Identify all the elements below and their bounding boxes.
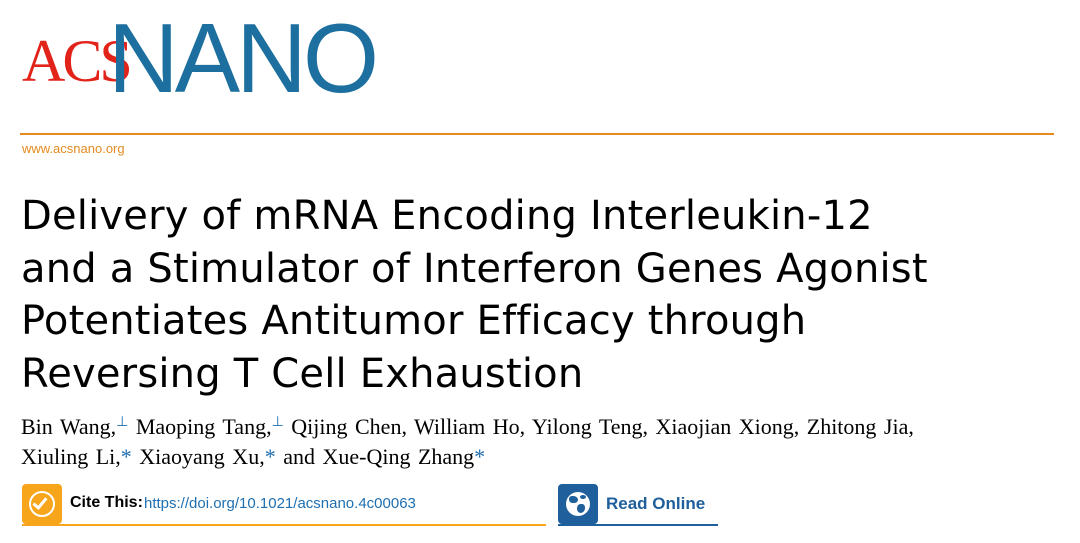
author-name[interactable]: and Xue-Qing Zhang bbox=[283, 444, 475, 469]
article-title: Delivery of mRNA Encoding Interleukin-12… bbox=[21, 190, 1071, 400]
corresponding-author-mark[interactable]: * bbox=[264, 444, 276, 469]
author-names[interactable]: Qijing Chen, William Ho, Yilong Teng, Xi… bbox=[291, 414, 914, 439]
cite-this-box: Cite This: https://doi.org/10.1021/acsna… bbox=[22, 484, 546, 526]
equal-contribution-mark[interactable]: ⊥ bbox=[116, 415, 129, 430]
globe-icon bbox=[558, 484, 598, 524]
title-line: Delivery of mRNA Encoding Interleukin-12 bbox=[21, 193, 873, 239]
corresponding-author-mark[interactable]: * bbox=[474, 444, 486, 469]
header-divider bbox=[20, 133, 1054, 135]
cite-underline bbox=[22, 524, 546, 526]
doi-link[interactable]: https://doi.org/10.1021/acsnano.4c00063 bbox=[144, 495, 416, 512]
read-online-button[interactable]: Read Online bbox=[558, 484, 718, 526]
title-line: and a Stimulator of Interferon Genes Ago… bbox=[21, 245, 928, 292]
title-line: Reversing T Cell Exhaustion bbox=[21, 350, 584, 397]
author-list: Bin Wang,⊥ Maoping Tang,⊥ Qijing Chen, W… bbox=[21, 408, 1061, 472]
logo-nano-text: NANO bbox=[108, 3, 379, 113]
read-online-label: Read Online bbox=[606, 494, 706, 513]
author-name[interactable]: Maoping Tang, bbox=[135, 414, 272, 439]
author-line: Bin Wang,⊥ Maoping Tang,⊥ Qijing Chen, W… bbox=[21, 408, 1061, 442]
author-name[interactable]: Bin Wang, bbox=[21, 414, 117, 439]
author-name[interactable]: Xiaoyang Xu, bbox=[139, 444, 265, 469]
journal-url-link[interactable]: www.acsnano.org bbox=[22, 141, 125, 156]
logo-acs-text: ACS bbox=[22, 28, 133, 94]
corresponding-author-mark[interactable]: * bbox=[120, 444, 132, 469]
author-line: Xiuling Li,* Xiaoyang Xu,* and Xue-Qing … bbox=[21, 442, 1061, 472]
read-online-underline bbox=[558, 524, 718, 526]
checkmark-circle-icon bbox=[22, 484, 62, 524]
cite-this-label: Cite This: bbox=[70, 494, 143, 511]
equal-contribution-mark[interactable]: ⊥ bbox=[271, 415, 284, 430]
author-name[interactable]: Xiuling Li, bbox=[21, 444, 121, 469]
title-line: Potentiates Antitumor Efficacy through bbox=[21, 298, 807, 344]
